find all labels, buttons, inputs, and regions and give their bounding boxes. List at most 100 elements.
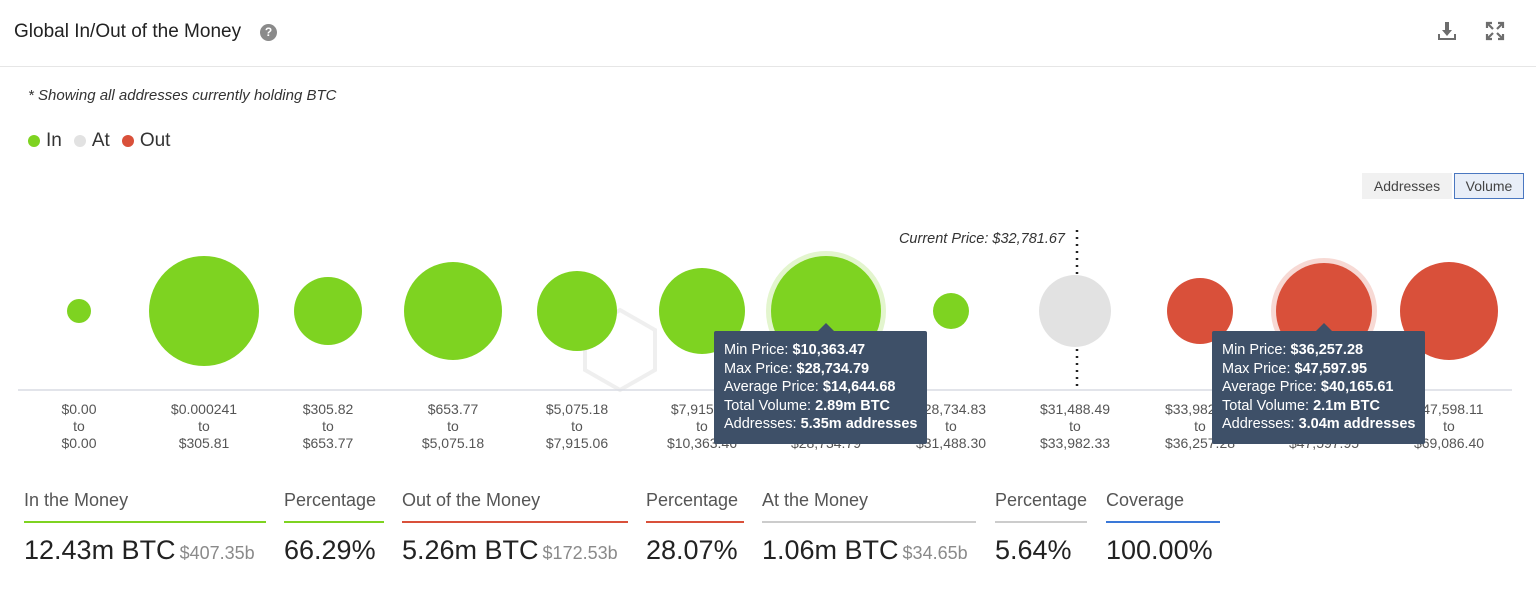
tick-label: to [1194,418,1206,434]
tooltip-key: Addresses: [1222,416,1299,432]
tooltip-row: Addresses: 5.35m addresses [724,415,917,434]
stat-sub: $172.53b [542,543,618,563]
stat-value-text: 12.43m BTC [24,535,176,565]
tick-label: to [571,418,583,434]
bubble-in [294,277,362,345]
stat-value: 28.07% [646,535,738,565]
tick-label: $0.000241 [171,401,237,417]
tooltip-key: Max Price: [1222,360,1295,377]
bubble-in [149,256,259,366]
tooltip-key: Min Price: [1222,342,1291,358]
tick-label: to [945,418,957,434]
stat-value-text: 5.26m BTC [402,535,539,565]
stat-label: Percentage [995,490,1087,523]
bubble-in [537,271,617,351]
stat-out-of-the-money: Out of the Money 5.26m BTC $172.53b [402,490,628,566]
stat-value: 12.43m BTC $407.35b [24,535,266,566]
tooltip-row: Addresses: 3.04m addresses [1222,415,1415,434]
tooltip-row: Min Price: $10,363.47 [724,341,917,360]
bubble-in [67,299,91,323]
legend: In At Out [28,130,170,152]
legend-item-out[interactable]: Out [121,130,171,152]
tooltip-value: $28,734.79 [796,360,870,377]
tooltip-key: Average Price: [724,379,823,395]
stat-at-the-money: At the Money 1.06m BTC $34.65b [762,490,976,566]
expand-icon[interactable] [1484,20,1506,42]
tick-label: to [447,418,459,434]
addresses-toggle-button[interactable]: Addresses [1362,173,1452,199]
tooltip-row: Total Volume: 2.89m BTC [724,397,917,416]
tooltip-row: Average Price: $40,165.61 [1222,378,1415,397]
tick-label: $47,598.11 [1414,401,1483,417]
tick-label: $305.82 [303,401,354,417]
chart-title: Global In/Out of the Money [14,21,242,42]
legend-label-in: In [46,130,62,151]
tick-label: to [73,418,85,434]
tooltip-key: Total Volume: [1222,397,1314,414]
tooltip-value: 3.04m addresses [1298,416,1416,432]
tick-label: $0.00 [61,401,96,417]
legend-dot-in [28,135,40,147]
chart-header: Global In/Out of the Money ? [0,0,1536,67]
tick-label: $28,734.83 [916,401,986,417]
tooltip-key: Addresses: [724,416,801,432]
stat-in-the-money: In the Money 12.43m BTC $407.35b [24,490,266,566]
question-circle-icon[interactable]: ? [260,24,277,41]
tick-label: to [1069,418,1081,434]
tick-label: $31,488.30 [916,435,986,451]
legend-item-at[interactable]: At [73,130,110,152]
tick-label: $653.77 [428,401,479,417]
stat-value: 5.64% [995,535,1072,565]
legend-label-at: At [91,130,110,151]
stat-value: 66.29% [284,535,376,565]
bubble-tooltip: Min Price: $36,257.28 Max Price: $47,597.… [1212,323,1426,444]
download-icon[interactable] [1436,20,1458,42]
tooltip-row: Average Price: $14,644.68 [724,378,917,397]
stat-label: In the Money [24,490,266,523]
tick-label: $653.77 [303,435,354,451]
tooltip-row: Total Volume: 2.1m BTC [1222,397,1415,416]
tooltip-key: Min Price: [724,342,793,358]
legend-dot-at [73,135,86,147]
tick-label: $31,488.49 [1040,401,1110,417]
bubble-in [404,262,502,360]
tooltip-value: 5.35m addresses [800,416,918,432]
tooltip-row: Max Price: $28,734.79 [724,360,917,379]
stat-sub: $407.35b [179,543,255,563]
tick-label: $7,915.06 [546,435,608,451]
tooltip-value: 2.89m BTC [815,397,891,414]
tooltip-arrow [818,323,834,331]
tooltip-row: Max Price: $47,597.95 [1222,360,1415,379]
stat-label: Coverage [1106,490,1220,523]
stat-label: Percentage [284,490,384,523]
stat-out-percentage: Percentage 28.07% [646,490,744,566]
legend-label-out: Out [139,130,171,151]
stat-in-percentage: Percentage 66.29% [284,490,384,566]
tooltip-value: $47,597.95 [1294,360,1368,377]
legend-dot-out [121,135,134,147]
tooltip-value: 2.1m BTC [1313,397,1380,414]
tooltip-value: $14,644.68 [822,379,896,395]
bubble-in [933,293,969,329]
tick-label: to [322,418,334,434]
bubble-tooltip: Min Price: $10,363.47 Max Price: $28,734.… [714,323,928,444]
stat-value: 5.26m BTC $172.53b [402,535,628,566]
bubble-at [1039,275,1111,347]
stats-bar: In the Money 12.43m BTC $407.35b Percenta… [0,490,1536,600]
tick-label: to [198,418,210,434]
tick-label: $0.00 [61,435,96,451]
tick-label: to [1443,418,1455,434]
tick-label: $33,982.33 [1040,435,1110,451]
tick-label: $5,075.18 [422,435,484,451]
tick-label: $69,086.40 [1414,435,1484,451]
stat-label: Out of the Money [402,490,628,523]
volume-toggle-button[interactable]: Volume [1454,173,1524,199]
tooltip-value: $36,257.28 [1290,342,1364,358]
legend-item-in[interactable]: In [28,130,62,152]
tooltip-value: $40,165.61 [1320,379,1394,395]
stat-value: 1.06m BTC $34.65b [762,535,976,566]
tick-label: $5,075.18 [546,401,608,417]
tooltip-key: Average Price: [1222,379,1321,395]
tooltip-value: $10,363.47 [792,342,866,358]
holding-note: * Showing all addresses currently holdin… [28,87,337,104]
